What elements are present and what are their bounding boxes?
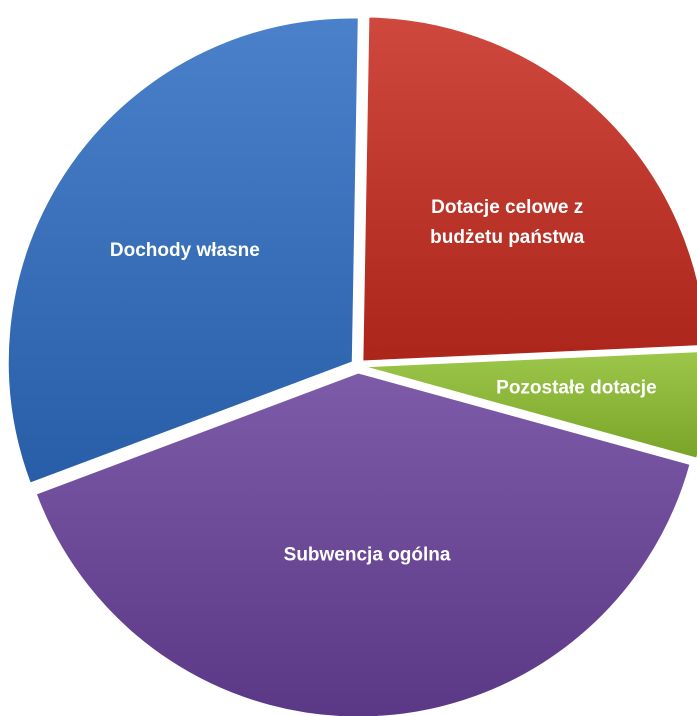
pie-labels: Dotacje celowe z budżetu państwa Pozostałe… [110,197,657,566]
slice-label-dotacje-celowe-z-budzetu-panstwa: Dotacje celowe z budżetu państwa [430,197,585,248]
slice-label-line: Dochody własne [110,240,260,261]
slice-dotacje-celowe-z-budzetu-panstwa [362,16,697,362]
pie-slices [7,16,697,716]
slice-label-line: budżetu państwa [430,227,585,248]
slice-label-line: Subwencja ogólna [284,544,451,565]
slice-label-pozostale-dotacje: Pozostałe dotacje [496,377,657,398]
slice-label-line: Pozostałe dotacje [496,377,657,398]
slice-dochody-wlasne [7,17,359,484]
slice-subwencja-ogolna [35,372,691,716]
slice-label-subwencja-ogolna: Subwencja ogólna [284,544,451,565]
slice-label-dochody-wlasne: Dochody własne [110,240,260,261]
slice-label-line: Dotacje celowe z [431,197,583,218]
